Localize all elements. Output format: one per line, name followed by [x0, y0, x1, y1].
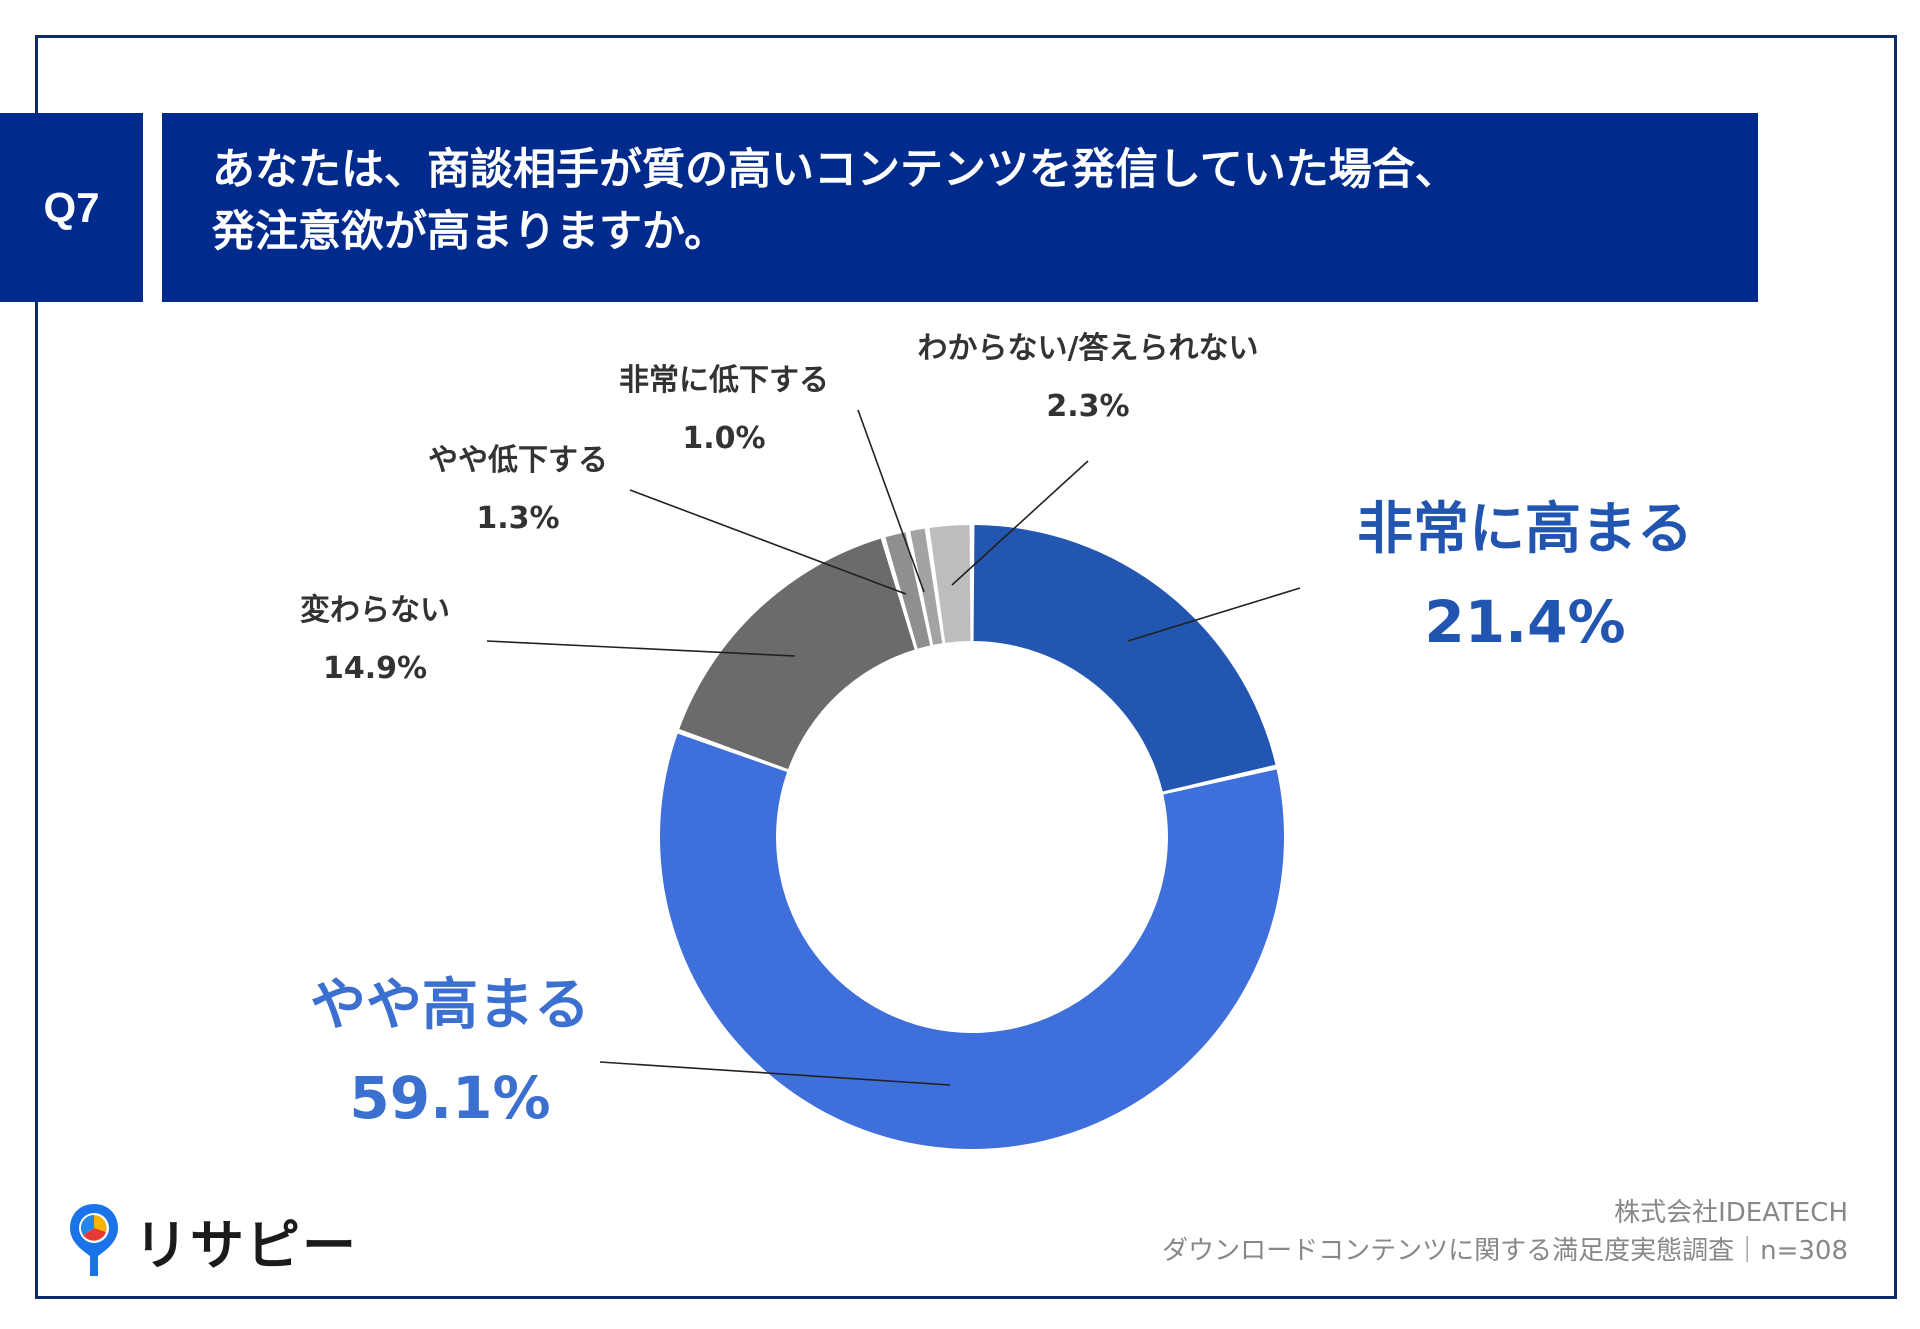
leader-line-slightly-low: [629, 489, 907, 595]
footer-survey: ダウンロードコンテンツに関する満足度実態調査｜n=308: [1162, 1236, 1848, 1266]
donut-slice-very-low: [910, 528, 943, 645]
question-text-line-1: あなたは、商談相手が質の高いコンテンツを発信していた場合、: [212, 145, 1458, 195]
map-pin-icon: [70, 1204, 118, 1276]
category-label-very-high: 非常に高まる: [1357, 497, 1693, 562]
value-label-unknown: 2.3%: [1046, 389, 1129, 424]
leader-line-slightly-high: [599, 1061, 951, 1086]
category-label-slightly-high: やや高まる: [310, 973, 590, 1038]
donut-slice-slightly-high: [660, 733, 1284, 1149]
donut-slice-very-high: [973, 525, 1276, 792]
footer-company: 株式会社IDEATECH: [1614, 1198, 1848, 1228]
leader-line-no-change: [486, 640, 796, 657]
question-number-badge: Q7: [0, 113, 143, 302]
question-text-line-2: 発注意欲が高まりますか。: [212, 207, 728, 257]
leader-line-very-low: [857, 409, 925, 593]
category-label-unknown: わからない/答えられない: [918, 331, 1259, 366]
value-label-slightly-low: 1.3%: [476, 501, 559, 536]
question-number: Q7: [43, 183, 100, 231]
logo-text: リサピー: [134, 1213, 358, 1277]
value-label-no-change: 14.9%: [323, 651, 427, 686]
logo: リサピー: [68, 1200, 358, 1280]
leader-line-unknown: [951, 460, 1089, 586]
category-label-slightly-low: やや低下する: [428, 443, 608, 478]
value-label-very-high: 21.4%: [1424, 588, 1625, 656]
donut-slice-no-change: [679, 538, 915, 770]
footer-note: 株式会社IDEATECH ダウンロードコンテンツに関する満足度実態調査｜n=30…: [1162, 1194, 1848, 1270]
leader-line-very-high: [1127, 587, 1301, 642]
donut-slice-unknown: [929, 525, 971, 643]
question-title: あなたは、商談相手が質の高いコンテンツを発信していた場合、 発注意欲が高まります…: [162, 113, 1758, 302]
value-label-slightly-high: 59.1%: [349, 1064, 550, 1132]
donut-slice-slightly-low: [885, 532, 931, 649]
page-frame: [35, 35, 1897, 1299]
category-label-no-change: 変わらない: [300, 593, 450, 628]
value-label-very-low: 1.0%: [682, 421, 765, 456]
category-label-very-low: 非常に低下する: [619, 363, 829, 398]
